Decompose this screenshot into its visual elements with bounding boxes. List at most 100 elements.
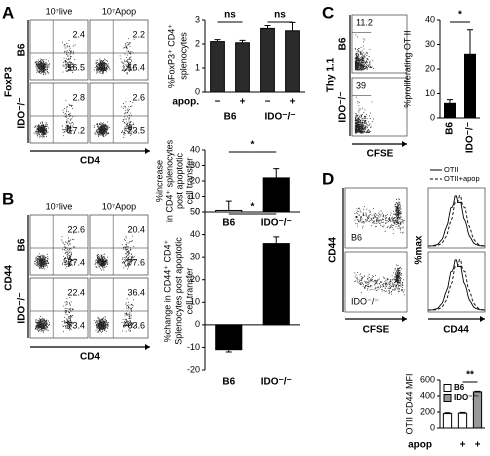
category-label: +: [475, 440, 481, 451]
panel-letter: C: [322, 3, 334, 22]
row-label: B6: [17, 238, 28, 251]
x-axis-label: CD4: [80, 352, 100, 363]
x-axis-label: CD4: [80, 156, 100, 167]
category-label: +: [460, 440, 466, 451]
y-tick-label: 50: [190, 206, 200, 216]
flow-dots: [94, 298, 137, 333]
panel-letter: B: [2, 189, 14, 208]
gate-value: 16.5: [67, 62, 85, 72]
legend-swatch: [443, 394, 452, 402]
gate-value: 16.4: [127, 62, 145, 72]
y-axis-label: CD44: [4, 265, 15, 291]
error-bar: [239, 39, 246, 43]
y-tick-label: 20: [190, 274, 200, 284]
y-tick-label: 20: [425, 63, 435, 73]
gate-value: 2.6: [132, 92, 145, 102]
gate-value: 2.8: [72, 92, 85, 102]
bar: [444, 102, 456, 119]
row-label: IDO⁻/⁻: [351, 296, 379, 306]
bar: [215, 209, 243, 213]
error-bar: [447, 99, 453, 104]
row-label: IDO⁻/⁻: [17, 292, 28, 323]
panel-letter: A: [2, 3, 14, 22]
y-axis-label: post apoptotic: [174, 152, 184, 209]
gate-value: 73.4: [67, 320, 85, 330]
category-label: −: [265, 97, 271, 108]
error-bar: [467, 29, 473, 55]
x-axis-label: CFSE: [363, 325, 390, 336]
significance-label: **: [466, 370, 474, 381]
gate-value: 17.2: [67, 125, 85, 135]
gate-value: 77.4: [67, 257, 85, 267]
significance-label: ns: [274, 10, 286, 21]
flow-dots: [33, 99, 75, 138]
y-tick-label: 40: [425, 14, 435, 24]
error-bar: [273, 236, 280, 244]
column-header: 10⁷live: [46, 6, 73, 16]
y-tick-label: -10: [187, 342, 200, 352]
y-axis-label: splenocytes: [178, 32, 188, 80]
y-tick-label: 30: [190, 252, 200, 262]
y-tick-label: 40: [190, 229, 200, 239]
histogram-curve: [427, 195, 486, 247]
flow-plot: [344, 187, 408, 249]
gate-value: 2.4: [72, 29, 85, 39]
flow-plot: [29, 277, 89, 339]
gate-value: 36.4: [127, 287, 145, 297]
y-tick-label: 0: [430, 422, 435, 432]
legend-label: B6: [454, 383, 465, 392]
y-tick-label: 600: [420, 374, 435, 384]
bar: [260, 27, 275, 93]
y-tick-label: 10: [190, 297, 200, 307]
flow-dots: [354, 96, 374, 134]
significance-label: *: [251, 140, 255, 151]
flow-dots: [34, 232, 76, 270]
gate-value: 11.2: [356, 17, 373, 27]
hist-x-label: CD44: [443, 325, 469, 336]
gate-value: 2.2: [132, 29, 145, 39]
bar: [442, 413, 453, 429]
y-tick-label: 0: [195, 86, 200, 96]
y-tick-label: 10: [425, 88, 435, 98]
significance-label: *: [251, 202, 255, 213]
gate-value: 63.6: [127, 320, 145, 330]
category-label: B6: [222, 377, 235, 388]
y-tick-label: 3: [195, 14, 200, 24]
bar: [464, 53, 476, 119]
y-tick-label: 1: [195, 62, 200, 72]
error-bar: [225, 349, 232, 353]
category-label: IDO⁻/⁻: [465, 122, 476, 153]
y-tick-label: 30: [425, 39, 435, 49]
bar: [285, 30, 300, 93]
category-label: B6: [222, 218, 235, 229]
flow-dots: [35, 294, 74, 334]
category-label: +: [290, 97, 296, 108]
category-label: B6: [445, 122, 456, 135]
significance-label: *: [458, 10, 462, 21]
significance-label: ns: [224, 10, 236, 21]
flow-plot: [351, 14, 408, 74]
arrow-head: [402, 141, 407, 147]
legend-label: IDO⁻/⁻: [454, 393, 479, 402]
y-axis-label: in CD4⁺ splenocytes: [164, 139, 174, 222]
legend-swatch: [443, 384, 452, 392]
y-axis-label: %change in CD44⁺ CD4⁺: [162, 239, 172, 342]
y-tick-label: -20: [187, 364, 200, 374]
bar: [235, 42, 250, 93]
y-tick-label: 0: [195, 319, 200, 329]
y-axis-label: %proliferating OT II: [402, 30, 412, 107]
y-axis-label: FoxP3: [4, 67, 15, 97]
y-tick-label: 10: [190, 191, 200, 201]
legend-label: OTII+apop: [444, 174, 480, 183]
histogram-curve: [428, 258, 486, 311]
category-label: IDO⁻/⁻: [261, 218, 292, 229]
category-label: IDO⁻/⁻: [261, 377, 292, 388]
error-bar: [459, 411, 466, 414]
y-axis-label: CD44: [328, 237, 339, 263]
gate-value: 20.4: [127, 224, 145, 234]
flow-plot: [29, 214, 89, 276]
gate-value: 22.6: [67, 224, 85, 234]
histogram-curve: [427, 259, 486, 311]
row-label: IDO⁻/⁻: [338, 91, 349, 122]
